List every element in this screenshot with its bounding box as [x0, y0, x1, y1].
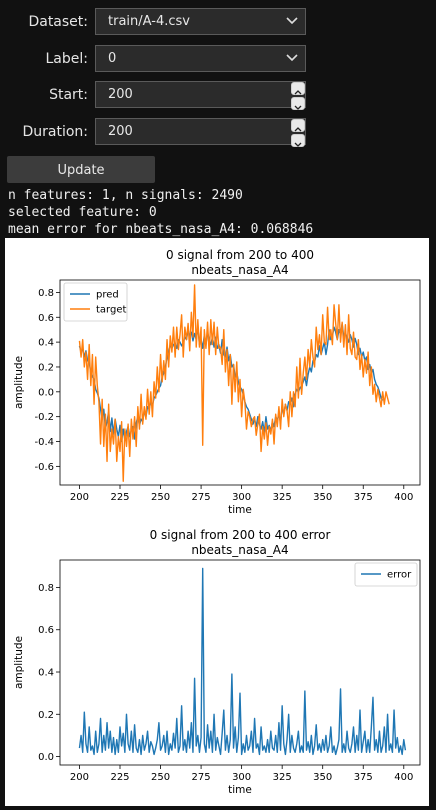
y-tick-label: 0.8 — [38, 288, 54, 299]
y-tick-label: 0.6 — [38, 625, 54, 636]
legend-box — [354, 562, 418, 587]
x-tick-label: 375 — [354, 772, 373, 783]
chart-subtitle: nbeats_nasa_A4 — [191, 543, 288, 557]
error-chart: 0 signal from 200 to 400 errornbeats_nas… — [13, 528, 421, 796]
x-tick-label: 225 — [110, 772, 129, 783]
start-stepper[interactable] — [291, 82, 305, 110]
x-tick-label: 200 — [70, 772, 89, 783]
label-select[interactable]: 0 — [95, 45, 306, 72]
x-tick-label: 350 — [313, 492, 332, 503]
update-button[interactable]: Update — [7, 156, 155, 183]
dataset-row: Dataset: train/A-4.csv — [0, 8, 436, 38]
chart-subtitle: nbeats_nasa_A4 — [191, 263, 288, 277]
x-tick-label: 300 — [232, 772, 251, 783]
dataset-label: Dataset: — [28, 14, 88, 30]
y-tick-label: 0.0 — [38, 387, 54, 398]
label-label: Label: — [45, 51, 89, 67]
y-tick-label: 0.4 — [38, 668, 54, 679]
legend-label-error: error — [387, 570, 412, 581]
x-tick-label: 200 — [70, 492, 89, 503]
chevron-down-icon — [286, 17, 298, 25]
y-tick-label: 0.2 — [38, 710, 54, 721]
duration-row: Duration: 200 — [0, 118, 436, 148]
y-tick-label: -0.4 — [34, 437, 54, 448]
legend-label-pred: pred — [96, 290, 119, 301]
chevron-down-icon — [286, 54, 298, 62]
chart-title: 0 signal from 200 to 400 error — [150, 528, 331, 542]
label-value: 0 — [108, 51, 117, 66]
dataset-value: train/A-4.csv — [108, 14, 190, 29]
start-input[interactable]: 200 — [95, 81, 306, 108]
y-tick-label: 0.6 — [38, 313, 54, 324]
start-label: Start: — [49, 87, 88, 103]
chart-title: 0 signal from 200 to 400 — [166, 248, 314, 262]
axes-frame — [59, 559, 421, 766]
stepper-up-icon[interactable] — [291, 82, 305, 95]
info-features: n features: 1, n signals: 2490 — [8, 188, 243, 203]
y-tick-label: 0.2 — [38, 362, 54, 373]
start-row: Start: 200 — [0, 81, 436, 111]
x-tick-label: 350 — [313, 772, 332, 783]
stepper-down-icon[interactable] — [291, 97, 305, 110]
y-tick-label: 0.8 — [38, 583, 54, 594]
x-tick-label: 325 — [273, 772, 292, 783]
stepper-down-icon[interactable] — [291, 134, 305, 147]
y-tick-label: 0.4 — [38, 338, 54, 349]
x-axis-label: time — [228, 784, 252, 796]
stepper-up-icon[interactable] — [291, 119, 305, 132]
x-tick-label: 300 — [232, 492, 251, 503]
x-tick-label: 400 — [394, 772, 413, 783]
duration-input[interactable]: 200 — [95, 118, 306, 145]
info-mean-error: mean error for nbeats_nasa_A4: 0.068846 — [8, 222, 314, 237]
y-axis-label: amplitude — [13, 636, 25, 689]
x-tick-label: 250 — [151, 772, 170, 783]
y-axis-label: amplitude — [13, 356, 25, 409]
plot-output: 0 signal from 200 to 400 nbeats_nasa_A4 20… — [5, 238, 429, 806]
y-tick-label: -0.2 — [34, 412, 54, 423]
label-row: Label: 0 — [0, 45, 436, 75]
legend-label-target: target — [96, 305, 126, 316]
x-tick-label: 400 — [394, 492, 413, 503]
y-tick-label: -0.6 — [34, 462, 54, 473]
y-tick-label: 0.0 — [38, 752, 54, 763]
x-tick-label: 275 — [192, 772, 211, 783]
axes-frame — [59, 279, 421, 486]
info-selected-feature: selected feature: 0 — [8, 205, 157, 220]
duration-value: 200 — [108, 124, 133, 139]
dataset-select[interactable]: train/A-4.csv — [95, 8, 306, 35]
duration-stepper[interactable] — [291, 119, 305, 147]
x-axis-label: time — [228, 504, 252, 516]
series-line-error — [78, 567, 407, 756]
series-line-target — [78, 284, 390, 482]
legend-box — [63, 282, 128, 322]
duration-label: Duration: — [22, 124, 88, 140]
x-tick-label: 225 — [110, 492, 129, 503]
x-tick-label: 275 — [192, 492, 211, 503]
x-tick-label: 325 — [273, 492, 292, 503]
x-tick-label: 375 — [354, 492, 373, 503]
x-tick-label: 250 — [151, 492, 170, 503]
start-value: 200 — [108, 87, 133, 102]
